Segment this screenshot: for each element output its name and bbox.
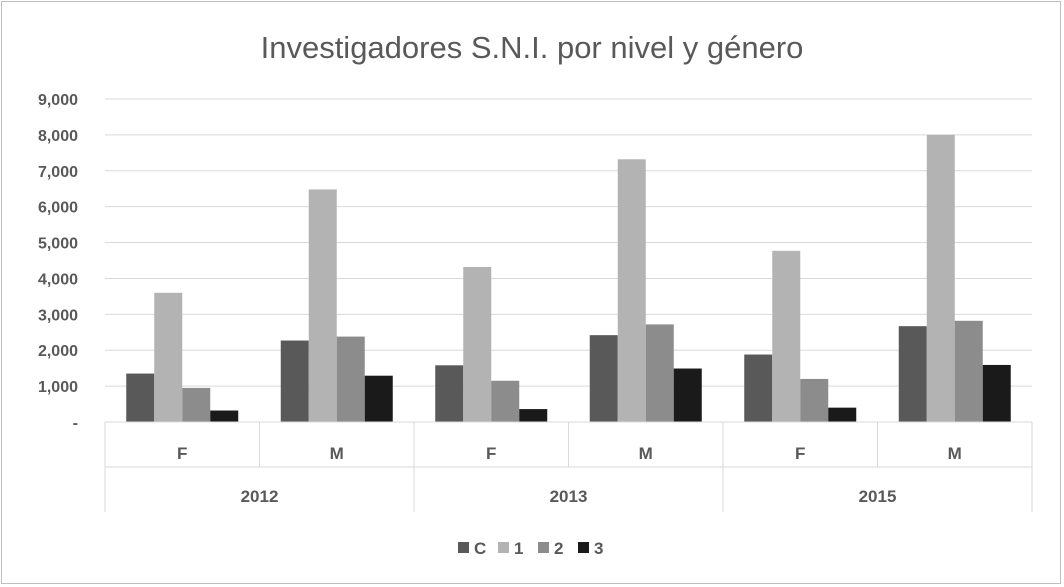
bar-series-C [126,373,155,422]
y-tick-label: 7,000 [38,164,78,181]
bars [126,134,1011,422]
x-axis: F M F M F M 2012 2013 2015 [104,421,1033,512]
bar-series-3 [982,364,1011,422]
bar-series-3 [364,375,393,422]
bar-series-1 [308,189,337,422]
bar-series-1 [772,250,801,422]
gridlines [105,98,1032,387]
legend-swatch [498,542,509,553]
y-tick-label: 8,000 [38,128,78,145]
y-tick-label: 3,000 [38,307,78,324]
legend-label: 1 [514,539,523,558]
bar-series-1 [926,134,955,422]
y-tick-label: 4,000 [38,271,78,288]
bar-series-3 [673,368,702,422]
legend-label: C [474,539,486,558]
bar-series-3 [519,409,548,422]
bar-series-2 [954,320,983,422]
chart-title: Investigadores S.N.I. por nivel y género [261,30,804,65]
x-category-label: M [330,444,344,463]
y-axis-ticks: - 1,000 2,000 3,000 4,000 5,000 6,000 7,000 8,00… [38,92,78,432]
legend-label: 3 [594,539,603,558]
x-category-label: M [948,444,962,463]
x-category-label: F [795,444,805,463]
bar-series-1 [463,266,492,422]
y-tick-label: - [73,415,78,432]
legend: C 1 2 3 [458,539,603,558]
bar-series-C [589,335,618,422]
bar-series-2 [182,387,211,422]
y-tick-label: 2,000 [38,343,78,360]
x-category-label: M [639,444,653,463]
x-category-label: F [177,444,187,463]
x-group-label: 2015 [859,487,897,506]
y-tick-label: 6,000 [38,200,78,217]
bar-series-1 [154,292,183,422]
bar-series-2 [336,336,365,422]
bar-series-2 [491,380,520,422]
y-tick-label: 5,000 [38,236,78,253]
x-group-label: 2012 [241,487,279,506]
bar-series-1 [617,159,646,422]
x-category-label: F [486,444,496,463]
y-tick-label: 9,000 [38,92,78,109]
bar-series-3 [828,407,857,422]
legend-swatch [578,542,589,553]
x-group-label: 2013 [550,487,588,506]
y-tick-label: 1,000 [38,379,78,396]
bar-series-2 [645,324,674,422]
legend-swatch [538,542,549,553]
legend-label: 2 [554,539,563,558]
legend-swatch [458,542,469,553]
bar-series-C [435,365,464,422]
bar-series-C [898,326,927,422]
bar-series-C [280,340,309,422]
bar-series-3 [210,410,239,422]
bar-series-2 [800,378,829,422]
bar-series-C [744,354,773,422]
